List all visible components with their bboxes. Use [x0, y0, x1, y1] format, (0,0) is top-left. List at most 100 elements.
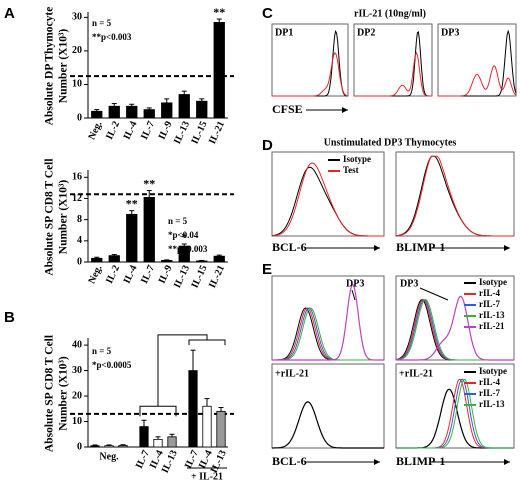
bar	[202, 405, 212, 448]
histogram-frame	[271, 23, 349, 97]
histogram-curve	[272, 401, 384, 449]
histogram-curve	[271, 162, 384, 237]
panel-letter: E	[262, 261, 272, 278]
histogram-curve	[272, 284, 384, 361]
bracket	[139, 405, 177, 417]
note: **p<0.003	[92, 32, 132, 42]
bar	[143, 109, 155, 119]
y-axis-label: Absolute SP CD8 T Cell	[44, 158, 56, 275]
panel-letter: B	[4, 309, 15, 326]
subset-annotation: DP3	[400, 278, 418, 289]
x-tick-label: IL-4	[122, 120, 140, 142]
stimulus-annotation: +rIL-21	[275, 368, 309, 379]
histogram-curve	[396, 378, 514, 449]
note: **p<0.003	[168, 244, 208, 254]
legend-label: Isotype	[479, 277, 507, 287]
panel-title: Unstimulated DP3 Thymocytes	[324, 137, 457, 148]
y-tick-label: 0	[77, 256, 82, 267]
legend-label: rIL-7	[479, 388, 500, 398]
x-tick-label: IL-9	[157, 120, 175, 142]
note: n = 5	[168, 216, 188, 226]
bar	[213, 255, 225, 263]
panel-title: rIL-21 (10ng/ml)	[354, 8, 426, 19]
rule	[351, 289, 356, 301]
x-tick-label: IL-4	[122, 264, 140, 286]
x-tick-label: Neg.	[86, 119, 104, 141]
bar	[161, 260, 173, 263]
histogram-curve	[396, 295, 514, 361]
bar	[188, 370, 198, 448]
y-tick-label: 30	[72, 12, 82, 23]
axis-label: BCL-6	[272, 454, 307, 468]
x-tick-label: IL-21	[207, 264, 227, 290]
legend-label: rIL-13	[479, 399, 505, 409]
histogram-frame	[271, 363, 385, 449]
bar	[167, 436, 177, 448]
axis-label: CFSE	[272, 102, 303, 116]
x-tick-label: Neg.	[99, 451, 119, 462]
x-tick-label: Neg.	[86, 263, 104, 285]
y-axis-label: Absolute SP CD8 T Cell	[44, 335, 56, 452]
histogram-curve	[438, 65, 517, 97]
significance-label: **	[143, 176, 155, 190]
x-tick-label: IL-9	[157, 264, 175, 286]
significance-label: **	[213, 5, 225, 19]
y-tick-label: 0	[77, 112, 82, 123]
y-tick-label: 40	[72, 339, 82, 350]
x-tick-label: IL-2	[104, 120, 122, 142]
axis-label: BLIMP-1	[396, 454, 445, 468]
legend-label: Isotype	[479, 366, 507, 376]
y-axis-label: Number (X10³)	[58, 356, 70, 431]
axis-label: BLIMP-1	[396, 240, 445, 254]
bracket	[157, 334, 208, 407]
bar	[91, 110, 103, 119]
rule	[419, 287, 449, 301]
arrow-head	[504, 245, 510, 251]
bar	[91, 257, 103, 263]
panel-letter: C	[262, 5, 273, 22]
significance-label: *	[181, 230, 187, 244]
x-tick-label: IL-21	[207, 120, 227, 146]
y-tick-label: 16	[72, 172, 82, 183]
y-tick-label: 0	[77, 441, 82, 452]
bar	[153, 438, 163, 448]
group-label: + IL-21	[191, 471, 223, 482]
axis-label: BCL-6	[272, 240, 307, 254]
legend-label: rIL-13	[479, 310, 505, 320]
significance-label: **	[126, 196, 138, 210]
y-tick-label: 4	[77, 235, 82, 246]
histogram-curve	[395, 155, 514, 237]
y-tick-label: 30	[72, 365, 82, 376]
histogram-curve	[272, 307, 384, 361]
y-tick-label: 10	[72, 79, 82, 90]
legend-label: rIL-4	[479, 288, 500, 298]
subset-label: DP3	[441, 27, 459, 38]
y-axis-label: Number (X10³)	[58, 29, 70, 104]
note: *p<0.0005	[92, 360, 132, 370]
histogram-frame	[437, 23, 517, 97]
y-axis-label: Absolute DP Thymocyte	[44, 7, 56, 126]
bracket	[188, 339, 226, 346]
legend-label: rIL-4	[479, 377, 500, 387]
bar	[126, 213, 138, 263]
bar	[108, 105, 120, 119]
panel-letter: D	[262, 137, 273, 154]
bar	[126, 105, 138, 119]
bar	[90, 445, 100, 448]
histogram-frame	[271, 275, 385, 361]
bar	[178, 94, 190, 119]
arrow-head	[374, 459, 380, 465]
x-tick-label: IL-7	[139, 264, 157, 286]
y-tick-label: 20	[72, 390, 82, 401]
bar	[118, 445, 128, 448]
y-tick-label: 8	[77, 214, 82, 225]
y-tick-label: 10	[72, 416, 82, 427]
legend-label: rIL-21	[479, 321, 505, 331]
x-tick-label: IL-2	[104, 264, 122, 286]
legend-label: Test	[343, 165, 359, 175]
bar	[196, 100, 208, 119]
histogram-frame	[395, 151, 515, 237]
bar	[213, 21, 225, 119]
bar	[196, 260, 208, 263]
